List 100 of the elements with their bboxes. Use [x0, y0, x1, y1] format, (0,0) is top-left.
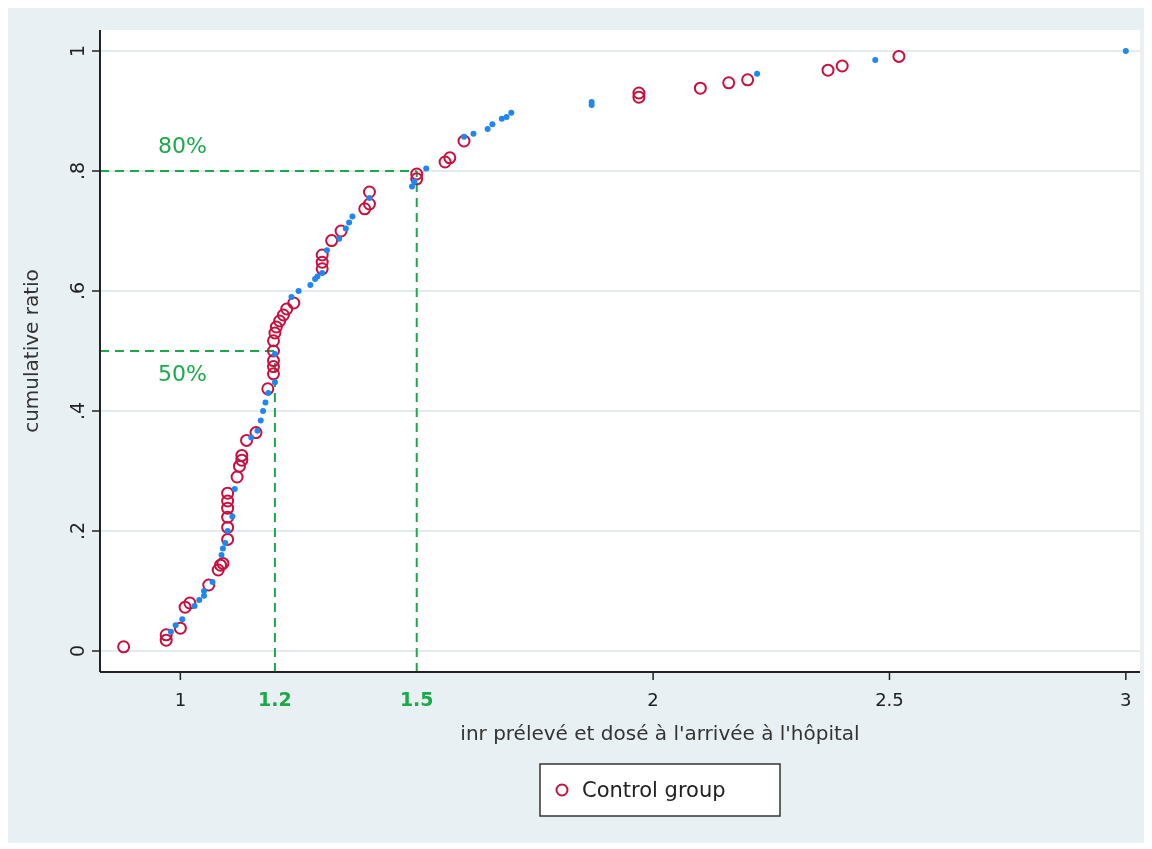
point [410, 172, 424, 186]
point [346, 219, 353, 226]
point [231, 486, 238, 492]
x-axis-title: inr prélevé et dosé à l'arrivée à l'hôpital [460, 721, 860, 745]
point [872, 57, 879, 63]
point [201, 588, 207, 594]
point [178, 600, 192, 614]
point [307, 282, 314, 288]
point [221, 486, 235, 500]
point [179, 616, 186, 623]
point [443, 151, 457, 165]
point [273, 314, 287, 328]
x-tick-label: 1 [174, 689, 187, 710]
point [257, 417, 264, 424]
point [159, 633, 173, 647]
x-tick-label: 2.5 [875, 689, 904, 710]
point [265, 390, 272, 396]
point [423, 165, 430, 172]
point [266, 367, 280, 381]
point [336, 235, 343, 242]
y-tick-label: .8 [66, 161, 88, 181]
point [266, 360, 280, 374]
point [235, 448, 249, 462]
legend-label: Control group [582, 778, 726, 802]
y-tick-label: 1 [66, 44, 88, 58]
point [280, 302, 294, 316]
point [167, 628, 174, 635]
x-tick-label: 3 [1120, 689, 1132, 710]
point [117, 640, 131, 654]
ref-line-label: 80% [158, 133, 207, 158]
point [892, 49, 906, 63]
point [287, 296, 301, 310]
point [262, 399, 269, 406]
point [271, 379, 278, 386]
point [268, 326, 282, 340]
point [362, 197, 376, 211]
point [438, 155, 452, 169]
point [632, 90, 646, 104]
point [221, 520, 235, 534]
point [211, 563, 225, 577]
point [410, 167, 424, 181]
point [229, 513, 236, 520]
ref-line-label: 50% [158, 361, 207, 386]
point [173, 621, 187, 635]
point [503, 114, 510, 120]
point [196, 597, 203, 603]
point [249, 426, 263, 440]
point [269, 320, 283, 334]
point [260, 408, 267, 414]
point [319, 270, 326, 276]
point [349, 213, 356, 220]
point [342, 225, 349, 232]
point [232, 459, 246, 473]
y-tick-label: .2 [66, 521, 88, 541]
y-axis-title: cumulative ratio [19, 269, 43, 433]
point [315, 262, 329, 276]
point [221, 532, 235, 546]
point [632, 86, 646, 100]
point [409, 183, 415, 190]
point [221, 501, 235, 515]
point [191, 603, 198, 609]
point [235, 453, 249, 467]
point [219, 545, 226, 552]
y-tick-label: .6 [66, 281, 88, 301]
y-tick-label: .4 [66, 401, 88, 421]
point [470, 130, 477, 137]
point [722, 76, 736, 90]
point [366, 195, 373, 201]
point [693, 81, 707, 95]
point [325, 234, 339, 248]
y-tick-label: 0 [66, 644, 88, 658]
point [835, 59, 849, 73]
point [461, 133, 467, 140]
point [266, 334, 280, 348]
point [201, 592, 207, 599]
point [489, 121, 496, 128]
point [334, 224, 348, 238]
ref-line-label: 1.5 [399, 688, 434, 710]
point [315, 248, 329, 262]
x-tick-label: 2 [647, 689, 659, 710]
point [754, 70, 761, 77]
point [741, 73, 755, 87]
point [276, 308, 290, 322]
point [358, 202, 372, 216]
point [323, 247, 330, 254]
point [240, 433, 254, 447]
point [295, 288, 302, 294]
point [261, 382, 275, 396]
point [362, 185, 376, 199]
point [221, 510, 235, 524]
point [266, 354, 280, 368]
point [508, 109, 515, 116]
point [498, 115, 505, 122]
point [484, 126, 491, 132]
point [1122, 48, 1129, 54]
point [230, 470, 244, 484]
point [183, 596, 197, 610]
ref-line-label: 1.2 [258, 688, 292, 710]
point [218, 552, 225, 558]
point [266, 344, 280, 358]
